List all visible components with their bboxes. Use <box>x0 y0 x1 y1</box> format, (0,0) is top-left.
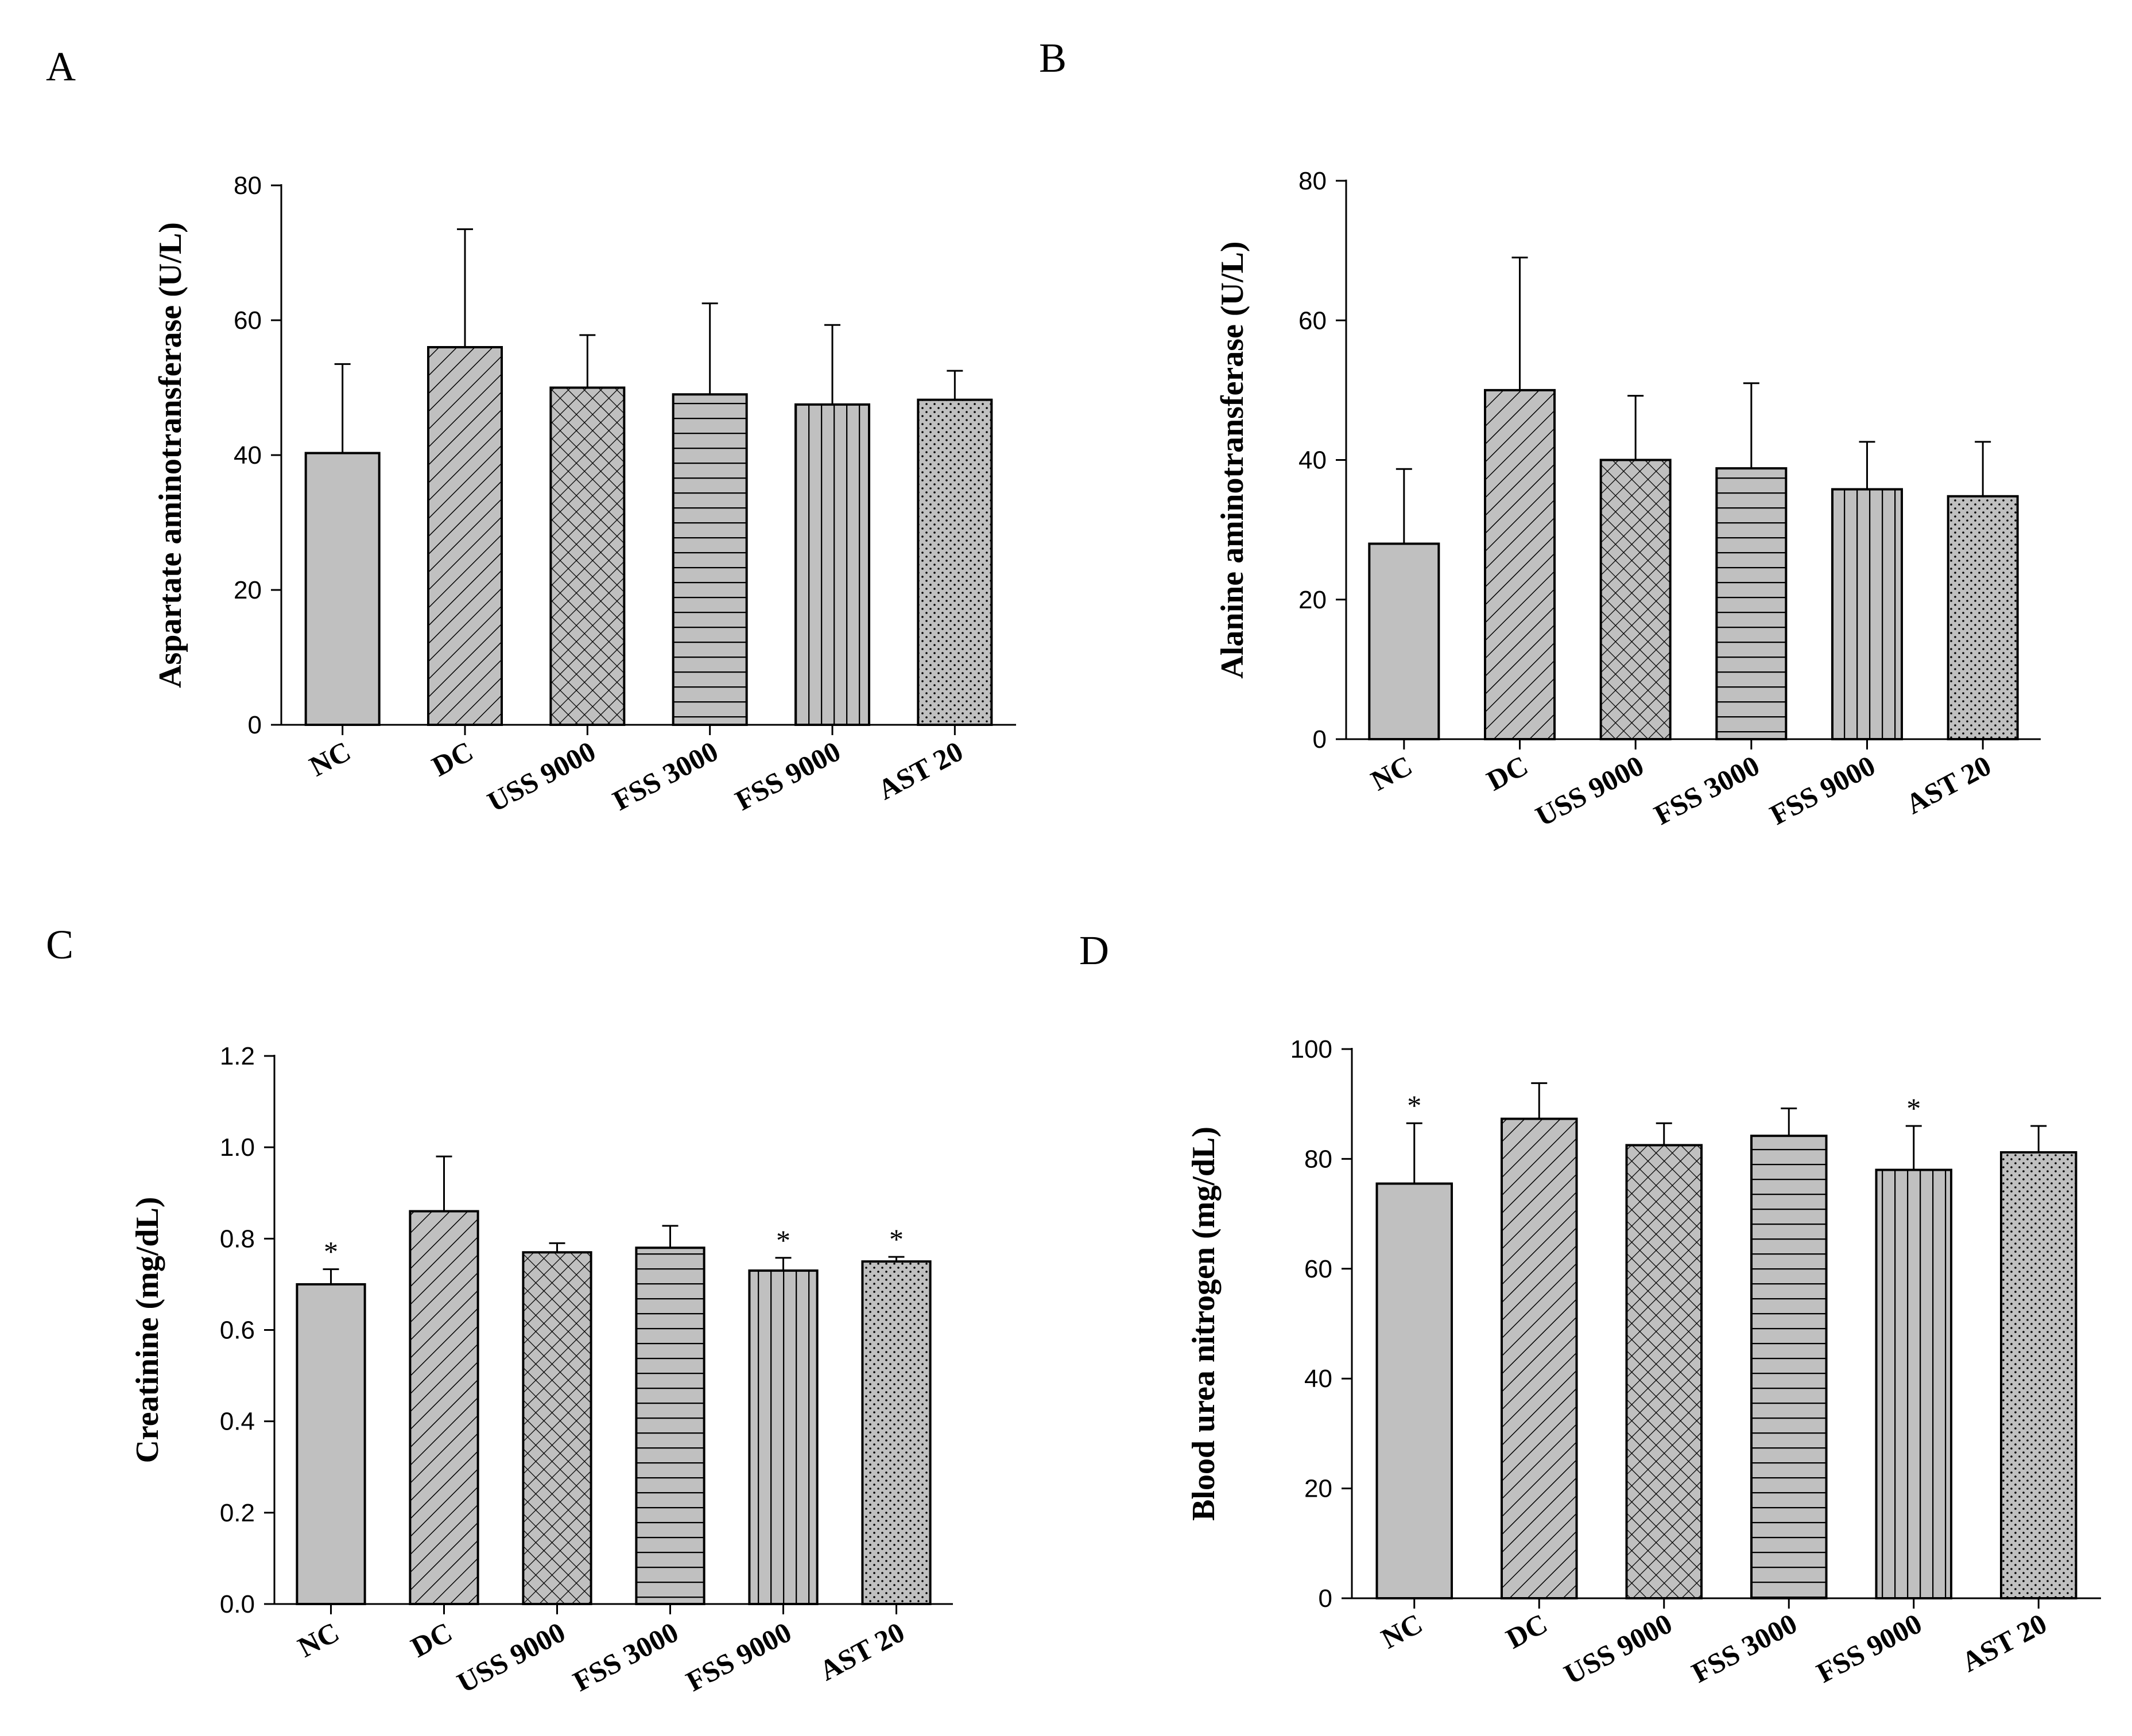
y-tick-label: 0.2 <box>220 1499 255 1527</box>
significance-mark: * <box>889 1223 904 1255</box>
y-axis-title: Aspartate aminotransferase (U/L) <box>153 222 188 688</box>
category-label: FSS 3000 <box>568 1615 684 1698</box>
bar-ast-20 <box>1947 495 2019 740</box>
y-tick-label: 80 <box>1304 1145 1332 1173</box>
y-tick-label: 40 <box>234 441 262 469</box>
category-label: FSS 3000 <box>1687 1607 1802 1689</box>
y-tick-label: 1.0 <box>220 1133 255 1162</box>
category-label: AST 20 <box>814 1615 910 1687</box>
y-tick-label: 60 <box>1298 306 1327 335</box>
bar-dc <box>427 346 503 726</box>
bar-dc <box>409 1210 479 1605</box>
panel-c-letter: C <box>46 922 73 968</box>
panel-a-letter: A <box>46 44 76 90</box>
y-tick-label: 0 <box>1313 725 1327 754</box>
category-label: DC <box>1482 749 1533 797</box>
category-label: USS 9000 <box>1559 1607 1677 1690</box>
y-tick-label: 40 <box>1304 1365 1332 1393</box>
y-tick-label: 1.2 <box>220 1042 255 1070</box>
category-label: USS 9000 <box>482 735 601 818</box>
significance-mark: * <box>324 1236 338 1268</box>
y-tick-label: 0 <box>1319 1584 1332 1613</box>
y-axis-title: Blood urea nitrogen (mg/dL) <box>1186 1127 1222 1521</box>
bar-nc <box>1375 1182 1453 1600</box>
category-label: FSS 3000 <box>1649 749 1765 831</box>
bar-fss-3000 <box>1715 467 1788 740</box>
panel-b: B 0 20 40 60 80 Alanine aminotransferase (U/L… <box>1039 35 2041 833</box>
significance-mark: * <box>1906 1092 1921 1124</box>
y-tick-label: 20 <box>1298 586 1327 614</box>
category-label: NC <box>304 735 356 782</box>
panel-c: C 0.0 0.2 0.4 0.6 0.8 1.0 1.2 Creatinine (mg/dL… <box>46 922 953 1699</box>
panel-d: D 0 20 40 60 80 100 Blood urea nitrogen (mg/dL… <box>1079 927 2101 1691</box>
y-tick-label: 0.6 <box>220 1316 255 1345</box>
y-axis-title: Alanine aminotransferase (U/L) <box>1215 241 1250 678</box>
panel-a: A 0 20 40 60 80 Aspartate aminotransferase (U… <box>46 44 1016 818</box>
bar-fss-9000 <box>1831 488 1903 741</box>
y-tick-label: 0.0 <box>220 1590 255 1618</box>
significance-mark: * <box>776 1224 790 1256</box>
y-tick-label: 60 <box>234 306 262 335</box>
y-tick-label: 100 <box>1290 1035 1332 1063</box>
category-label: DC <box>1501 1607 1552 1655</box>
panel-b-letter: B <box>1039 35 1067 81</box>
category-label: FSS 9000 <box>1811 1607 1927 1689</box>
bar-fss-3000 <box>672 393 748 726</box>
category-label: DC <box>427 735 478 782</box>
category-label: AST 20 <box>1956 1607 2052 1678</box>
category-label: FSS 9000 <box>1765 749 1881 831</box>
bar-ast-20 <box>917 398 993 726</box>
category-label: AST 20 <box>873 735 968 806</box>
y-tick-label: 0.4 <box>220 1408 255 1436</box>
bar-dc <box>1501 1117 1578 1599</box>
y-tick-label: 60 <box>1304 1255 1332 1283</box>
category-label: AST 20 <box>1901 749 1997 820</box>
category-label: FSS 3000 <box>607 735 723 817</box>
bar-dc <box>1484 389 1556 740</box>
bar-uss-9000 <box>1599 459 1672 740</box>
y-tick-label: 80 <box>1298 167 1327 195</box>
category-label: USS 9000 <box>1530 749 1649 832</box>
y-tick-label: 0 <box>248 711 262 739</box>
y-tick-label: 20 <box>234 576 262 604</box>
bar-fss-3000 <box>1750 1135 1828 1600</box>
y-tick-label: 0.8 <box>220 1225 255 1253</box>
bar-ast-20 <box>2000 1151 2077 1599</box>
y-tick-label: 40 <box>1298 446 1327 475</box>
category-label: FSS 9000 <box>681 1615 797 1698</box>
bar-fss-3000 <box>635 1246 706 1605</box>
y-tick-label: 20 <box>1304 1475 1332 1503</box>
bar-fss-9000 <box>748 1269 819 1606</box>
y-tick-label: 80 <box>234 172 262 200</box>
bar-fss-9000 <box>1875 1168 1952 1600</box>
bar-ast-20 <box>861 1260 932 1605</box>
bar-nc <box>1368 542 1440 740</box>
bar-uss-9000 <box>1625 1144 1703 1599</box>
category-label: NC <box>293 1615 344 1663</box>
category-label: NC <box>1366 749 1417 797</box>
significance-mark: * <box>1407 1089 1421 1121</box>
bar-nc <box>296 1283 366 1606</box>
bar-fss-9000 <box>794 403 870 726</box>
category-label: NC <box>1376 1607 1428 1655</box>
bar-uss-9000 <box>522 1251 592 1605</box>
category-label: FSS 9000 <box>730 735 846 817</box>
category-label: DC <box>406 1615 458 1663</box>
category-label: USS 9000 <box>452 1615 571 1699</box>
panel-d-letter: D <box>1079 927 1109 973</box>
y-axis-title: Creatinine (mg/dL) <box>130 1197 165 1463</box>
bar-nc <box>304 452 381 726</box>
bar-uss-9000 <box>549 386 626 726</box>
